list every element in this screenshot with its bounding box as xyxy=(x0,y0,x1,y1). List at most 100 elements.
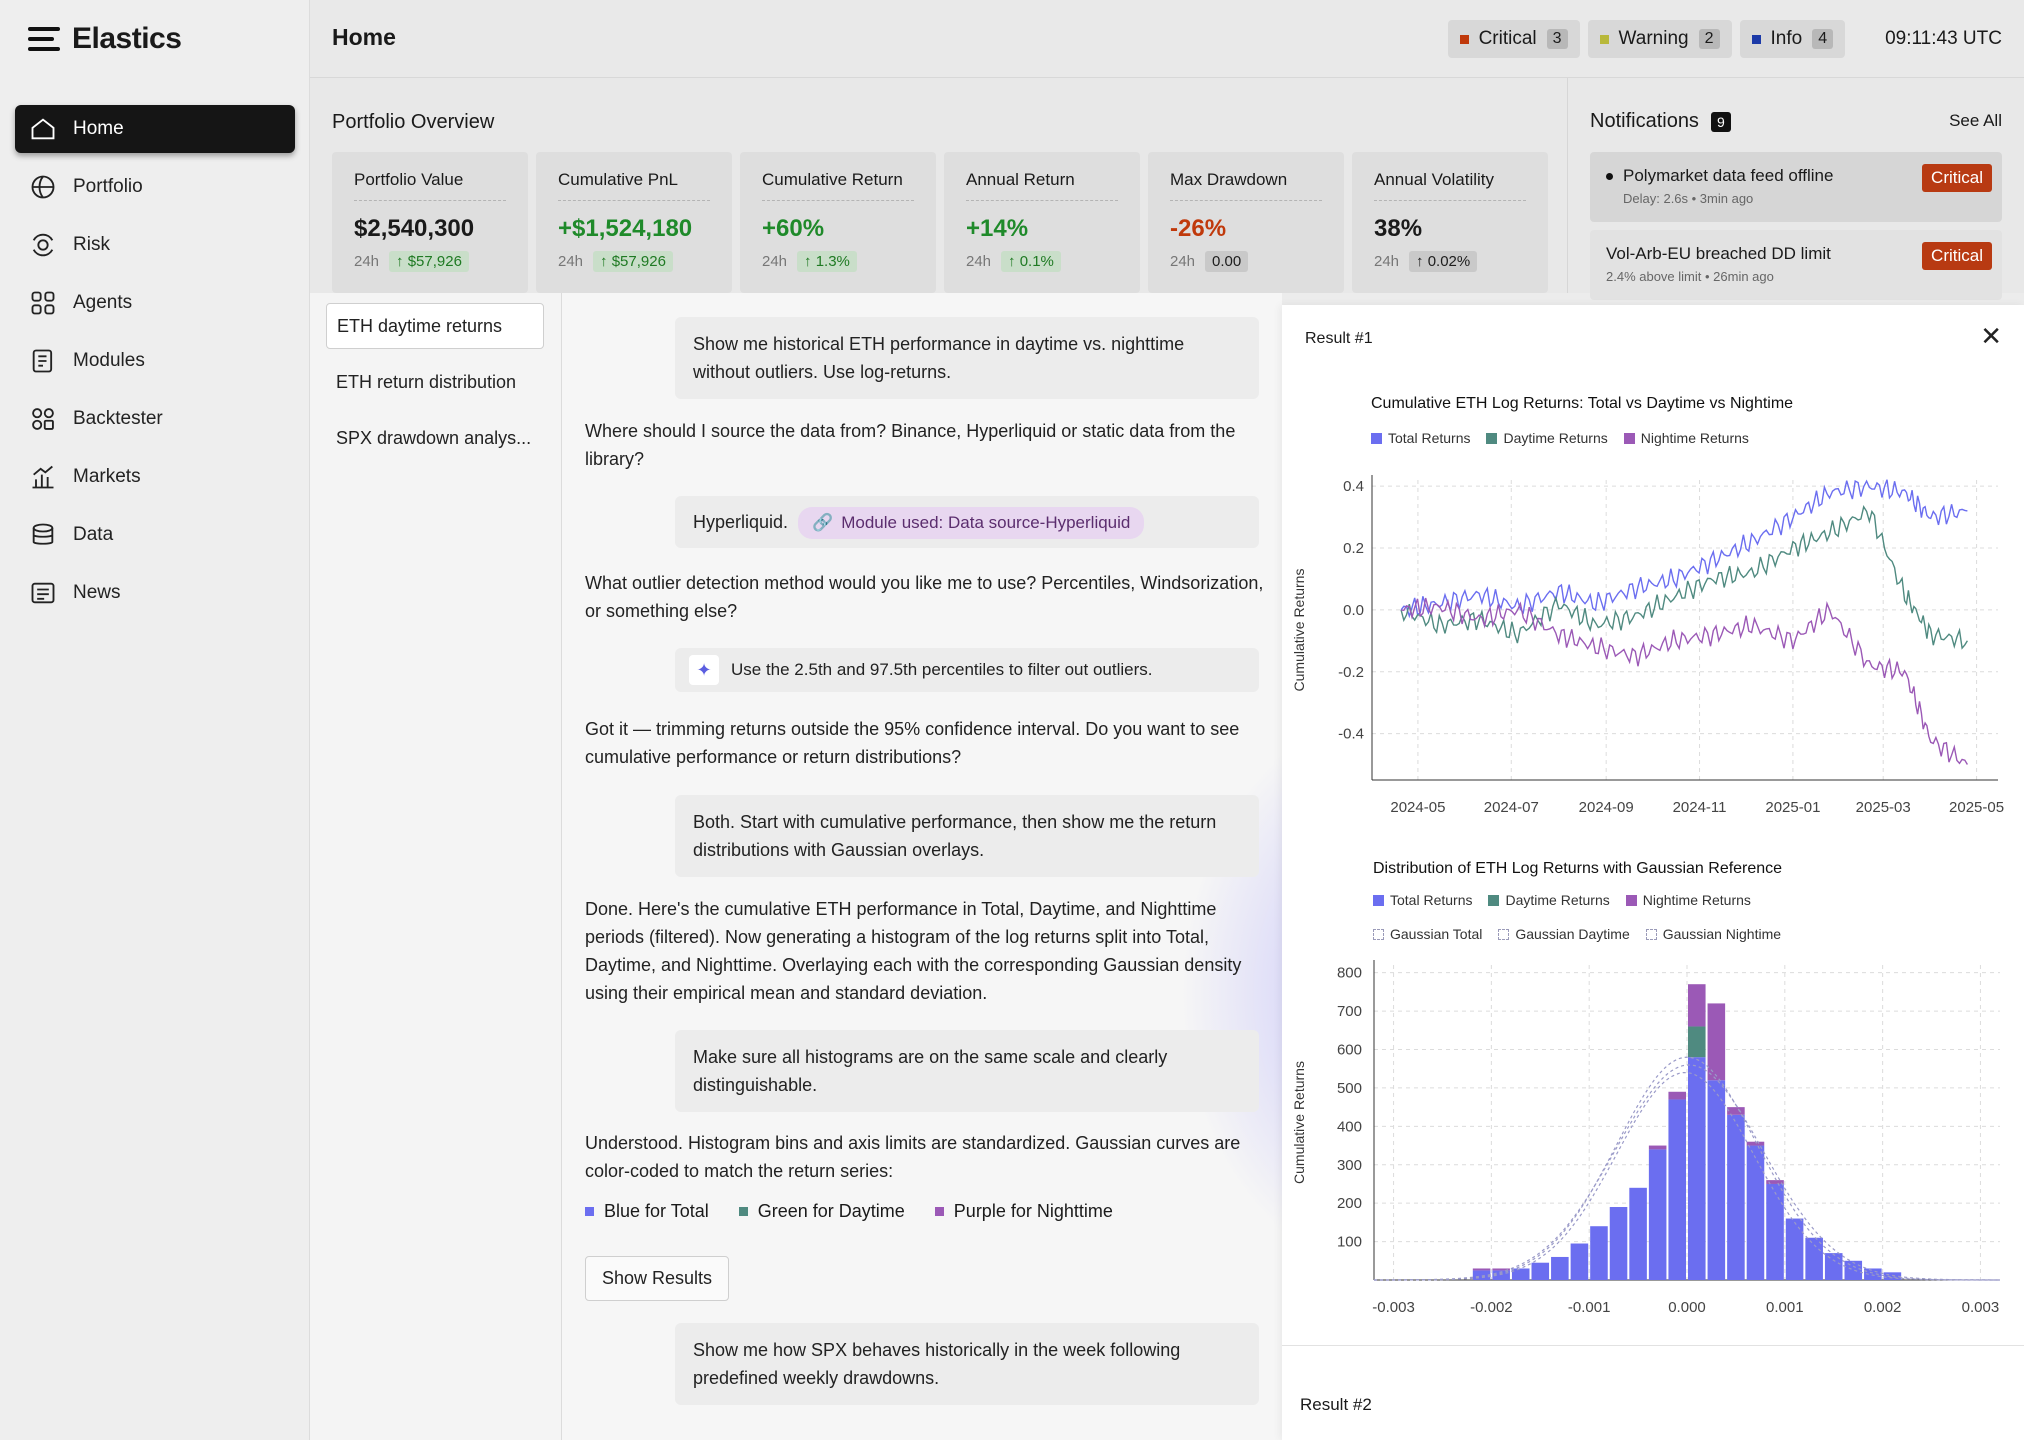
assistant-message: Understood. Histogram bins and axis limi… xyxy=(585,1133,1241,1181)
histogram-bar-0 xyxy=(1746,1145,1765,1280)
warning-dot-icon xyxy=(1599,34,1609,44)
user-message: ✦ Use the 2.5th and 97.5th percentiles to… xyxy=(675,648,1259,692)
line-chart: 2024-05 2024-07 2024-09 2024-11 2025-01 2025-… xyxy=(1291,475,2004,816)
result-title: Result #2 xyxy=(1300,1395,1372,1414)
notification-title: Vol-Arb-EU breached DD limit xyxy=(1606,244,1831,263)
x-tick-label: 2024-05 xyxy=(1390,799,1445,816)
gaussian-curve-1 xyxy=(1374,1064,2000,1281)
chart-title: Cumulative ETH Log Returns: Total vs Day… xyxy=(1371,395,1794,412)
legend-swatch xyxy=(1373,894,1384,906)
histogram-bar-2 xyxy=(1727,1107,1745,1115)
news-icon xyxy=(31,582,55,604)
bullet-icon xyxy=(1606,172,1613,180)
critical-dot-icon xyxy=(1459,34,1469,44)
kpi-period: 24h xyxy=(1374,253,1400,270)
close-icon[interactable]: ✕ xyxy=(1980,321,2002,351)
x-tick-label: 2025-01 xyxy=(1765,799,1820,816)
x-tick-label: -0.001 xyxy=(1568,1299,1611,1316)
info-dot-icon xyxy=(1751,34,1761,44)
legend-item: Total Returns xyxy=(1373,892,1472,908)
notification-item[interactable]: Polymarket data feed offline Delay: 2.6s… xyxy=(1590,152,2002,222)
chart-title: Distribution of ETH Log Returns with Gau… xyxy=(1373,860,1783,877)
legend-swatch xyxy=(1486,432,1498,444)
grid-icon xyxy=(32,408,54,430)
kpi-max-drawdown[interactable]: Max Drawdown -26% 24h 0.00 xyxy=(1148,152,1344,293)
user-message: Hyperliquid. 🔗 Module used: Data source-Hy… xyxy=(675,496,1259,548)
notification-item[interactable]: Vol-Arb-EU breached DD limit 2.4% above … xyxy=(1590,230,2002,300)
sidebar-item-label: Portfolio xyxy=(73,176,143,197)
module-pill[interactable]: 🔗 Module used: Data source-Hyperliquid xyxy=(798,507,1145,539)
section-title: Portfolio Overview xyxy=(332,111,495,133)
kpi-label: Cumulative Return xyxy=(762,170,914,201)
alert-info[interactable]: Info 4 xyxy=(1739,20,1846,58)
sidebar-item-risk[interactable]: Risk xyxy=(15,221,295,269)
histogram-bar-2 xyxy=(1648,1145,1667,1150)
sidebar-item-backtester[interactable]: Backtester xyxy=(15,395,295,443)
sidebar-item-markets[interactable]: Markets xyxy=(15,453,295,501)
sidebar-item-data[interactable]: Data xyxy=(15,511,295,559)
histogram-bar-1 xyxy=(1688,1026,1706,1058)
sidebar-item-label: News xyxy=(73,582,121,603)
kpi-value: $2,540,300 xyxy=(354,215,475,242)
modules-icon xyxy=(32,349,53,373)
histogram-bar-0 xyxy=(1707,1080,1726,1280)
alert-warning[interactable]: Warning 2 xyxy=(1587,20,1732,58)
blue-swatch xyxy=(585,1207,594,1216)
legend-item: Daytime Returns xyxy=(1488,892,1610,908)
histogram-bar-0 xyxy=(1864,1268,1882,1280)
conversation-item[interactable]: ETH return distribution xyxy=(336,371,517,392)
kpi-period: 24h xyxy=(966,253,992,270)
x-tick-label: 2025-05 xyxy=(1949,799,2004,816)
kpi-annual-volatility[interactable]: Annual Volatility 38% 24h ↑ 0.02% xyxy=(1352,152,1548,293)
sidebar-item-news[interactable]: News xyxy=(15,569,295,617)
kpi-change: ↑ 1.3% xyxy=(797,251,857,272)
alert-count: 4 xyxy=(1812,29,1834,49)
result-title: Result #1 xyxy=(1305,330,1373,347)
sidebar-item-agents[interactable]: Agents xyxy=(15,279,295,327)
conversation-item[interactable]: SPX drawdown analys... xyxy=(336,427,532,448)
kpi-portfolio-value[interactable]: Portfolio Value $2,540,300 24h ↑ $57,926 xyxy=(332,152,528,293)
histogram-bar-0 xyxy=(1688,1057,1706,1280)
assistant-message: Where should I source the data from? Bin… xyxy=(585,421,1236,469)
kpi-value: 38% xyxy=(1374,215,1423,242)
app-logo[interactable]: Elastics xyxy=(28,22,182,56)
y-tick-label: 500 xyxy=(1337,1080,1362,1097)
alert-label: Warning xyxy=(1618,28,1689,49)
sidebar-item-portfolio[interactable]: Portfolio xyxy=(15,163,295,211)
show-results-button[interactable]: Show Results xyxy=(585,1256,730,1301)
assistant-message: Got it — trimming returns outside the 95… xyxy=(585,719,1240,767)
y-tick-label: 0.0 xyxy=(1343,602,1364,619)
kpi-annual-return[interactable]: Annual Return +14% 24h ↑ 0.1% xyxy=(944,152,1140,293)
kpi-cumulative-pnl[interactable]: Cumulative PnL +$1,524,180 24h ↑ $57,926 xyxy=(536,152,732,293)
sidebar-item-modules[interactable]: Modules xyxy=(15,337,295,385)
legend-swatch xyxy=(1498,928,1510,940)
alert-critical[interactable]: Critical 3 xyxy=(1447,20,1580,58)
y-tick-label: -0.2 xyxy=(1338,664,1364,681)
notifications-count: 9 xyxy=(1710,111,1731,132)
kpi-label: Annual Return xyxy=(966,170,1118,201)
histogram-bar-0 xyxy=(1648,1149,1667,1280)
notification-title: Polymarket data feed offline xyxy=(1623,166,1834,185)
menu-icon[interactable] xyxy=(28,27,60,51)
sidebar-item-label: Data xyxy=(73,524,114,545)
conversation-item[interactable]: ETH daytime returns xyxy=(326,303,544,349)
notifications-panel: Notifications 9 See All Polymarket data f… xyxy=(1568,78,2024,300)
histogram-bar-2 xyxy=(1746,1141,1765,1146)
sidebar-item-home[interactable]: Home xyxy=(15,105,295,153)
y-tick-label: 600 xyxy=(1337,1042,1362,1059)
kpi-change: ↑ $57,926 xyxy=(389,251,469,272)
see-all-link[interactable]: See All xyxy=(1949,111,2002,130)
x-tick-label: 0.001 xyxy=(1766,1299,1804,1316)
notification-meta: Delay: 2.6s • 3min ago xyxy=(1623,191,1754,206)
histogram-bar-2 xyxy=(1766,1180,1784,1184)
kpi-cumulative-return[interactable]: Cumulative Return +60% 24h ↑ 1.3% xyxy=(740,152,936,293)
kpi-period: 24h xyxy=(558,253,584,270)
top-bar: Home Critical 3 Warning 2 Info 4 09:11:43 U… xyxy=(310,0,2024,78)
x-tick-label: 2024-11 xyxy=(1673,799,1727,816)
x-tick-label: 2024-07 xyxy=(1484,799,1539,816)
gaussian-curve-2 xyxy=(1374,1071,2000,1281)
legend-item: Nightime Returns xyxy=(1623,430,1749,446)
series-line-1 xyxy=(1400,505,1968,650)
legend-item: Blue for Total xyxy=(585,1201,709,1222)
histogram-bar-0 xyxy=(1511,1268,1530,1280)
